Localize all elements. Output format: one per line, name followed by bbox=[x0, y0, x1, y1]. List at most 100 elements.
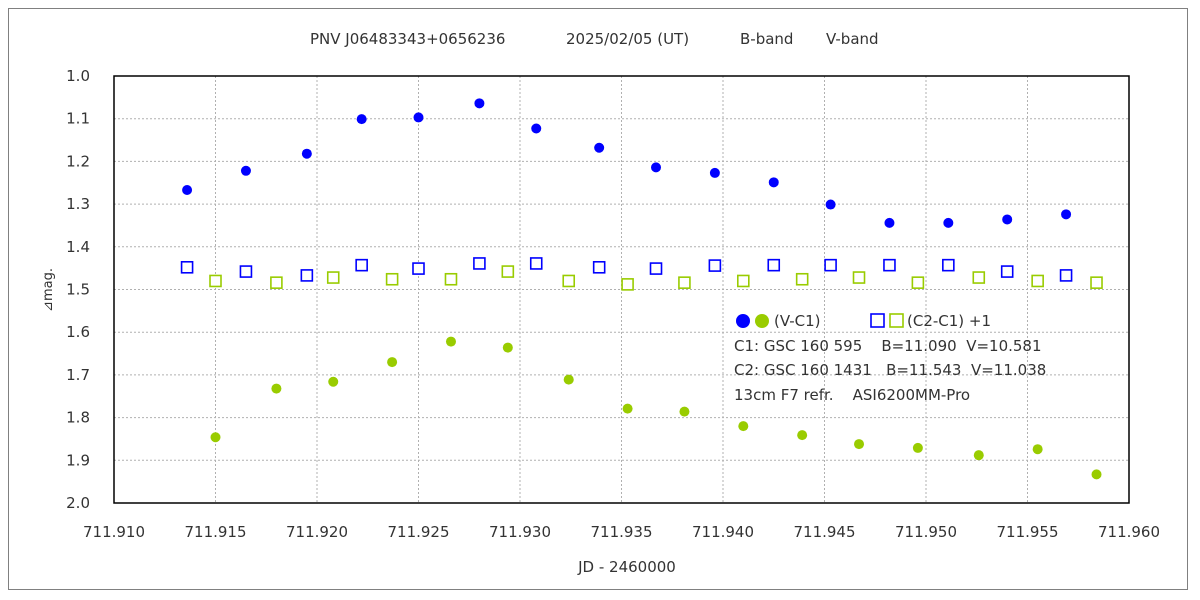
data-point-series-0 bbox=[301, 148, 312, 159]
legend-info-c1: C1: GSC 160 595 B=11.090 V=10.581 bbox=[734, 337, 1042, 355]
data-point-series-2 bbox=[412, 262, 425, 275]
data-point-series-3 bbox=[1090, 276, 1103, 289]
legend-label-c2c1: (C2-C1) +1 bbox=[907, 312, 991, 330]
x-tick-label: 711.925 bbox=[387, 523, 449, 541]
data-point-series-1 bbox=[210, 432, 221, 443]
data-point-series-0 bbox=[413, 112, 424, 123]
chart-title: PNV J06483343+0656236 bbox=[310, 30, 505, 48]
x-tick-label: 711.960 bbox=[1098, 523, 1160, 541]
data-point-series-3 bbox=[209, 274, 222, 288]
data-point-series-2 bbox=[824, 258, 837, 272]
legend-label-vc1: (V-C1) bbox=[774, 312, 821, 330]
data-point-series-1 bbox=[622, 403, 633, 414]
data-point-series-1 bbox=[912, 442, 923, 453]
chart-header: PNV J06483343+0656236 2025/02/05 (UT) B-… bbox=[310, 30, 879, 48]
data-point-series-1 bbox=[563, 374, 574, 385]
data-point-series-0 bbox=[594, 142, 605, 153]
data-point-series-1 bbox=[1032, 444, 1043, 455]
x-tick-label: 711.910 bbox=[83, 523, 145, 541]
grid-lines bbox=[114, 76, 1129, 503]
data-points bbox=[180, 98, 1103, 480]
legend-marker-v-circle bbox=[755, 314, 769, 328]
y-tick-label: 2.0 bbox=[66, 494, 90, 512]
data-point-series-1 bbox=[973, 450, 984, 461]
data-point-series-2 bbox=[942, 258, 955, 272]
plot-area-border bbox=[113, 75, 1130, 504]
x-tick-label: 711.935 bbox=[590, 523, 652, 541]
data-point-series-1 bbox=[797, 430, 808, 441]
y-tick-label: 1.4 bbox=[66, 238, 90, 256]
data-point-series-0 bbox=[1002, 214, 1013, 225]
data-point-series-1 bbox=[271, 383, 282, 394]
data-point-series-2 bbox=[300, 269, 314, 282]
data-point-series-2 bbox=[649, 262, 663, 275]
data-point-series-0 bbox=[768, 177, 779, 188]
data-point-series-0 bbox=[356, 114, 367, 125]
data-point-series-2 bbox=[180, 260, 194, 274]
y-axis-label: ⊿mag. bbox=[41, 268, 56, 312]
y-tick-label: 1.6 bbox=[66, 323, 90, 341]
data-point-series-0 bbox=[531, 123, 542, 134]
band-label-b: B-band bbox=[740, 30, 793, 48]
data-point-series-3 bbox=[736, 274, 750, 288]
y-tick-label: 1.0 bbox=[66, 67, 90, 85]
data-point-series-0 bbox=[182, 185, 193, 196]
data-point-series-2 bbox=[529, 257, 543, 270]
x-tick-label: 711.955 bbox=[996, 523, 1058, 541]
legend-marker-b-square bbox=[870, 313, 885, 328]
data-point-series-0 bbox=[884, 217, 895, 228]
data-point-series-0 bbox=[474, 98, 485, 109]
data-point-series-2 bbox=[239, 265, 253, 278]
data-point-series-3 bbox=[270, 276, 283, 289]
legend-marker-v-square bbox=[889, 313, 904, 328]
data-point-series-1 bbox=[679, 406, 690, 417]
legend-info-c2: C2: GSC 160 1431 B=11.543 V=11.038 bbox=[734, 361, 1046, 379]
data-point-series-2 bbox=[473, 257, 486, 270]
chart-frame bbox=[8, 8, 1188, 590]
x-axis-label: JD - 2460000 bbox=[577, 558, 676, 576]
data-point-series-1 bbox=[387, 357, 398, 368]
data-point-series-1 bbox=[445, 336, 456, 347]
x-tick-label: 711.915 bbox=[184, 523, 246, 541]
legend-info-telescope: 13cm F7 refr. ASI6200MM-Pro bbox=[734, 386, 970, 404]
data-point-series-1 bbox=[738, 421, 749, 432]
data-point-series-2 bbox=[883, 258, 896, 272]
y-tick-labels: 1.0 1.1 1.2 1.3 1.4 1.5 1.6 1.7 1.8 1.9 2.0 bbox=[66, 67, 90, 512]
data-point-series-0 bbox=[709, 167, 720, 178]
data-point-series-2 bbox=[1000, 265, 1014, 278]
data-point-series-3 bbox=[852, 271, 866, 284]
data-point-series-1 bbox=[328, 376, 339, 387]
data-point-series-3 bbox=[972, 271, 986, 284]
data-point-series-3 bbox=[678, 276, 691, 289]
y-tick-label: 1.8 bbox=[66, 409, 90, 427]
data-point-series-1 bbox=[854, 439, 865, 450]
data-point-series-2 bbox=[708, 259, 722, 272]
data-point-series-0 bbox=[240, 165, 251, 176]
chart-date: 2025/02/05 (UT) bbox=[566, 30, 689, 48]
x-tick-labels: 711.910 711.915 711.920 711.925 711.930 711.9… bbox=[83, 523, 1160, 541]
y-tick-label: 1.9 bbox=[66, 451, 90, 469]
x-tick-label: 711.940 bbox=[692, 523, 754, 541]
data-point-series-0 bbox=[1061, 209, 1072, 220]
x-tick-label: 711.945 bbox=[793, 523, 855, 541]
data-point-series-1 bbox=[502, 342, 513, 353]
data-point-series-3 bbox=[562, 274, 576, 288]
data-point-series-2 bbox=[1059, 269, 1073, 282]
legend-marker-b-circle bbox=[736, 314, 750, 328]
y-tick-label: 1.3 bbox=[66, 195, 90, 213]
data-point-series-3 bbox=[911, 276, 925, 289]
y-tick-label: 1.7 bbox=[66, 366, 90, 384]
x-tick-label: 711.920 bbox=[286, 523, 348, 541]
data-point-series-2 bbox=[355, 258, 368, 272]
data-point-series-3 bbox=[444, 272, 458, 286]
y-tick-label: 1.1 bbox=[66, 110, 90, 128]
band-label-v: V-band bbox=[826, 30, 879, 48]
data-point-series-3 bbox=[385, 272, 399, 286]
data-point-series-1 bbox=[1091, 469, 1102, 480]
x-tick-label: 711.950 bbox=[895, 523, 957, 541]
y-tick-label: 1.2 bbox=[66, 152, 90, 170]
legend: (V-C1) (C2-C1) +1 C1: GSC 160 595 B=11.0… bbox=[734, 312, 1046, 404]
data-point-series-0 bbox=[943, 217, 954, 228]
data-point-series-2 bbox=[592, 260, 606, 274]
